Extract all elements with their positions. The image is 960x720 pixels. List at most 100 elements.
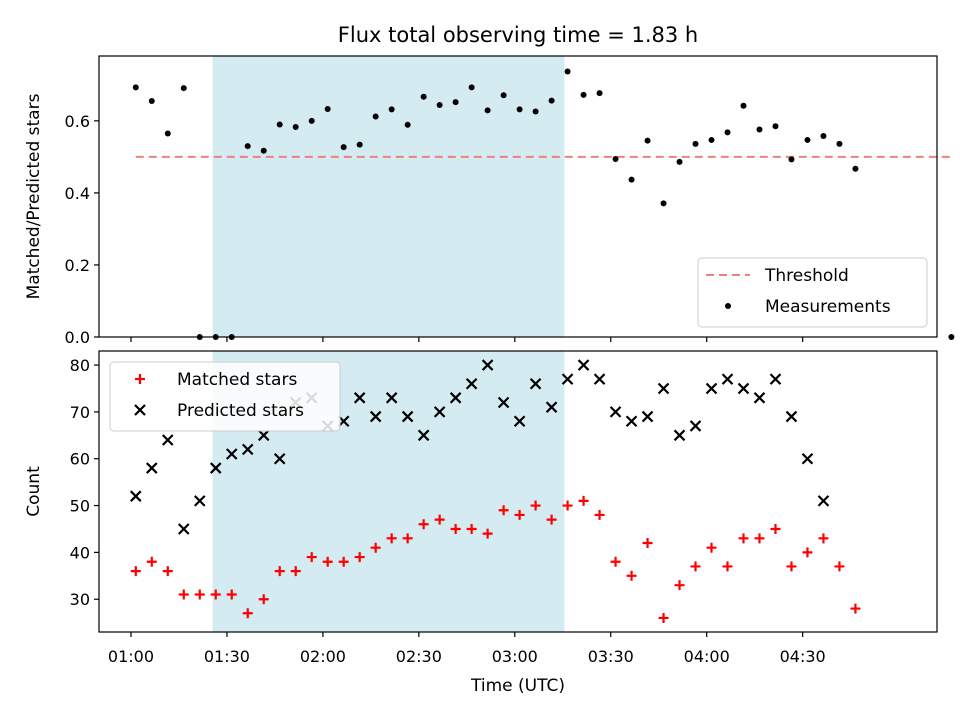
data-point-dot [660, 200, 667, 207]
legend-label: Measurements [765, 297, 891, 317]
x-tick-label: 02:00 [300, 647, 346, 666]
data-point-dot [612, 156, 619, 163]
data-point-cross [785, 410, 798, 423]
data-point-plus [834, 561, 845, 572]
plot-frame [98, 55, 938, 338]
plot-frame [98, 350, 938, 633]
data-point-cross [625, 415, 638, 428]
y-tick-label: 0.6 [65, 112, 90, 131]
data-point-plus [514, 509, 525, 520]
data-point-cross [721, 373, 734, 385]
observing-span [212, 56, 565, 337]
data-point-plus [642, 538, 653, 549]
data-point-dot [516, 106, 523, 113]
y-tick-label: 50 [70, 497, 90, 516]
data-point-cross [817, 495, 830, 507]
legend: Threshold Measurements [697, 257, 928, 328]
legend-marker-cross [134, 404, 146, 416]
data-point-cross [145, 462, 158, 474]
data-point-plus [354, 552, 365, 563]
data-point-dot [324, 105, 331, 112]
data-point-cross [225, 448, 238, 460]
data-point-cross [193, 495, 206, 507]
data-point-cross [497, 396, 510, 409]
data-point-plus [130, 566, 141, 577]
legend-marker-plus [135, 374, 145, 384]
data-point-dot [388, 106, 395, 113]
data-point-dot [292, 123, 299, 130]
data-point-plus [722, 561, 733, 572]
data-point-cross [577, 359, 590, 371]
x-tick-label: 02:30 [396, 647, 442, 666]
data-point-dot [772, 123, 779, 130]
data-point-plus [370, 542, 381, 553]
data-point-cross [673, 429, 686, 442]
data-point-cross [513, 415, 526, 428]
data-point-dot [340, 144, 347, 151]
x-tick-label: 03:00 [492, 647, 538, 666]
data-point-dot [564, 68, 571, 75]
legend-label: Predicted stars [177, 401, 304, 421]
data-point-plus [274, 566, 285, 577]
data-point-plus [146, 556, 157, 567]
data-point-plus [226, 589, 237, 600]
y-tick-label: 30 [70, 590, 90, 609]
data-point-cross [385, 392, 398, 404]
data-point-dot [484, 107, 491, 114]
data-point-dot [644, 137, 651, 144]
y-tick-label: 60 [70, 450, 90, 469]
y-tick-label: 80 [70, 356, 90, 375]
data-point-plus [850, 603, 861, 614]
data-point-dot [948, 334, 955, 340]
data-point-dot [804, 136, 811, 143]
data-point-dot [836, 140, 843, 147]
count-panel: 30 40 50 60 70 80 01:00 01:30 02:00 02:30 03:00 03:… [24, 350, 938, 666]
data-point-cross [705, 382, 718, 395]
data-point-cross [753, 392, 766, 404]
data-point-cross [465, 378, 478, 390]
data-point-plus [210, 589, 221, 600]
data-point-plus [674, 580, 685, 591]
data-point-dot [548, 97, 555, 104]
data-point-dot [628, 176, 635, 183]
y-tick-label: 0.2 [65, 256, 90, 275]
data-point-plus [258, 594, 269, 605]
data-point-dot [788, 156, 795, 163]
data-point-dot [260, 147, 267, 154]
data-point-dot [756, 126, 763, 133]
chart-title: Flux total observing time = 1.83 h [338, 23, 698, 47]
data-point-dot [740, 102, 747, 109]
data-point-dot [420, 93, 427, 100]
y-tick-label: 40 [70, 543, 90, 562]
ratio-panel: 0.0 0.2 0.4 0.6 Matched/Predicted stars Thres… [24, 55, 955, 347]
data-point-plus [530, 500, 541, 511]
data-point-plus [306, 552, 317, 563]
data-point-plus [546, 514, 557, 525]
data-point-plus [610, 556, 621, 567]
data-point-cross [417, 429, 430, 442]
x-tick-label: 04:30 [780, 647, 826, 666]
data-point-cross [401, 410, 414, 423]
data-point-plus [626, 570, 637, 581]
x-tick-label: 01:00 [108, 647, 154, 666]
data-point-plus [290, 566, 301, 577]
y-axis-label: Matched/Predicted stars [24, 93, 44, 299]
data-point-plus [738, 533, 749, 544]
data-point-dot [452, 99, 459, 106]
legend-label: Threshold [764, 266, 849, 286]
data-point-plus [162, 566, 173, 577]
data-point-dot [164, 130, 171, 137]
data-point-cross [737, 382, 750, 395]
data-point-cross [641, 410, 654, 423]
legend-box [109, 361, 341, 432]
data-point-plus [386, 533, 397, 544]
data-point-dot [724, 129, 731, 136]
data-point-cross [369, 410, 382, 423]
y-tick-label: 70 [70, 403, 90, 422]
data-point-dot [148, 98, 155, 105]
data-point-cross [130, 490, 142, 502]
data-point-dot [596, 90, 603, 97]
data-point-plus [194, 589, 205, 600]
data-point-plus [338, 556, 349, 567]
data-point-dot [404, 121, 411, 128]
